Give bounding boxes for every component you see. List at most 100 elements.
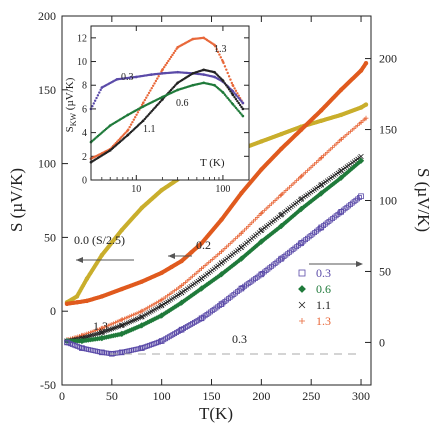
inset-trace-mark bbox=[223, 65, 227, 68]
series-trace-mark bbox=[256, 213, 261, 218]
inset-trace-mark bbox=[237, 109, 240, 113]
inset-trace-mark bbox=[162, 65, 166, 69]
series-trace-mark bbox=[179, 299, 185, 306]
inset-trace-mark bbox=[133, 116, 137, 119]
legend-label: 0.6 bbox=[316, 282, 331, 296]
y-tick-label-right: 100 bbox=[379, 194, 397, 208]
series-trace-mark bbox=[164, 309, 171, 315]
series-trace-mark bbox=[133, 312, 138, 317]
inset-y-tick-label: 0 bbox=[82, 176, 87, 187]
series-3 bbox=[64, 153, 364, 344]
inset-trace-mark bbox=[230, 92, 234, 95]
series-trace-mark bbox=[252, 244, 258, 250]
annotation-1-3: 1.3 bbox=[93, 319, 108, 333]
series-trace-mark bbox=[220, 270, 226, 276]
inset-trace-mark bbox=[95, 96, 98, 100]
inset-x-tick-label: 100 bbox=[215, 184, 230, 195]
series-trace-mark bbox=[274, 226, 280, 233]
arrow-left-1 bbox=[168, 253, 192, 259]
inset-series-3 bbox=[89, 81, 245, 144]
series-trace-mark bbox=[137, 323, 144, 329]
series-trace-mark bbox=[115, 319, 120, 324]
series-trace-mark bbox=[236, 257, 242, 264]
series-trace-mark bbox=[270, 229, 276, 235]
series-trace-mark bbox=[124, 315, 129, 320]
inset-x-tick-label: 10 bbox=[131, 184, 141, 195]
inset-trace-mark bbox=[232, 103, 235, 106]
series-trace-mark bbox=[255, 215, 260, 220]
series-trace-mark bbox=[197, 287, 203, 293]
arrow-left-0 bbox=[76, 257, 134, 263]
inset-trace-mark bbox=[153, 82, 156, 85]
inset-trace-mark bbox=[158, 100, 162, 104]
y-axis-title-right: S (µV/K) bbox=[414, 168, 433, 232]
y-tick-label-left: 50 bbox=[44, 230, 56, 244]
inset-trace-mark bbox=[238, 103, 242, 107]
inset-y-tick-label: 10 bbox=[77, 57, 87, 68]
series-trace-mark bbox=[215, 274, 221, 280]
series-trace-mark bbox=[224, 267, 230, 273]
series-trace-mark bbox=[102, 325, 107, 330]
series-trace-mark bbox=[122, 316, 127, 321]
legend-label: 0.3 bbox=[316, 266, 331, 280]
legend-marker bbox=[298, 269, 306, 277]
inset-ylabel-main: S bbox=[64, 126, 76, 132]
series-trace-mark bbox=[253, 217, 258, 222]
inset-trace-mark bbox=[167, 59, 170, 63]
series-trace-mark bbox=[263, 235, 269, 241]
inset-y-tick-label: 2 bbox=[82, 152, 87, 163]
inset-trace-mark bbox=[164, 63, 167, 67]
inset-trace-mark bbox=[127, 128, 130, 131]
series-trace-mark bbox=[240, 229, 245, 234]
inset-trace-mark bbox=[222, 80, 225, 83]
series-trace-mark bbox=[100, 325, 105, 330]
inset-trace-mark bbox=[240, 105, 243, 109]
series-trace-mark bbox=[304, 201, 311, 207]
y-axis-title-left: S (µV/K) bbox=[7, 168, 26, 232]
series-trace-mark bbox=[301, 204, 307, 210]
series-trace-mark bbox=[363, 61, 368, 66]
x-tick-label: 150 bbox=[203, 389, 221, 403]
series-trace-mark bbox=[209, 278, 215, 284]
series-trace-mark bbox=[362, 117, 367, 122]
inset-trace-mark bbox=[241, 107, 245, 111]
inset-trace-mark bbox=[151, 108, 155, 111]
inset-trace-mark bbox=[233, 87, 236, 90]
inset-trace-mark bbox=[215, 47, 218, 51]
series-trace-mark bbox=[303, 202, 309, 209]
x-tick-label: 100 bbox=[153, 389, 171, 403]
inset-trace-mark bbox=[227, 98, 231, 101]
inset-background bbox=[91, 26, 249, 180]
series-trace-mark bbox=[195, 288, 201, 294]
inset-trace-mark bbox=[131, 120, 134, 124]
series-trace-mark bbox=[170, 305, 176, 311]
inset-trace-mark bbox=[98, 91, 101, 94]
series-trace-mark bbox=[344, 170, 350, 176]
inset-trace-mark bbox=[225, 95, 228, 98]
inset-trace-mark bbox=[135, 113, 138, 116]
inset-trace-mark bbox=[233, 96, 236, 99]
inset-trace-mark bbox=[237, 96, 240, 100]
inset-annotation-1-1: 1.1 bbox=[143, 124, 156, 135]
inset-trace-mark bbox=[99, 88, 102, 92]
inset-trace-mark bbox=[234, 97, 238, 101]
inset-trace-mark bbox=[160, 70, 163, 73]
inset-trace-mark bbox=[227, 75, 231, 78]
series-trace-mark bbox=[353, 162, 359, 168]
series-trace-mark bbox=[186, 294, 192, 301]
inset-trace-mark bbox=[240, 100, 243, 103]
inset-trace-mark bbox=[234, 106, 238, 110]
annotation-0-3: 0.3 bbox=[232, 332, 247, 346]
annotation-0-2: 0.2 bbox=[196, 238, 211, 252]
inset-trace-mark bbox=[150, 86, 153, 90]
inset-trace-mark bbox=[156, 77, 159, 80]
series-trace-mark bbox=[113, 320, 118, 325]
inset-trace-mark bbox=[175, 47, 178, 51]
series-trace-mark bbox=[146, 318, 153, 325]
inset-trace-mark bbox=[220, 58, 224, 62]
series-trace-mark bbox=[357, 195, 362, 200]
inset-trace-mark bbox=[223, 93, 227, 96]
series-5 bbox=[64, 193, 364, 357]
legend-label: 1.1 bbox=[316, 298, 331, 312]
series-trace-mark bbox=[175, 302, 181, 308]
